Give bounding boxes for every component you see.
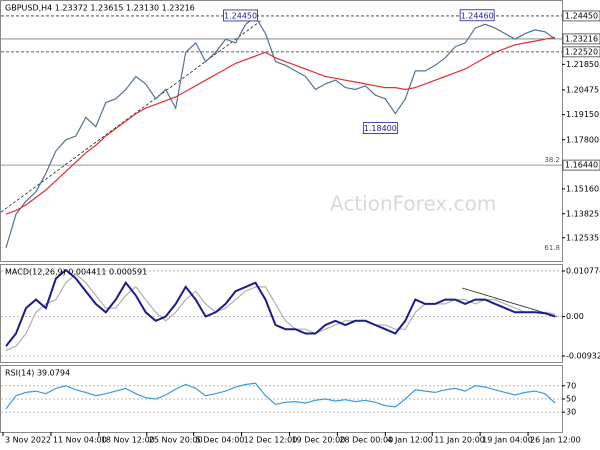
series-line [5, 16, 556, 248]
y-tick-label: 1.17800 [566, 135, 599, 144]
annotation-box [459, 9, 495, 22]
price-pane [0, 0, 563, 262]
level-label: 1.22520 [565, 47, 598, 56]
trendline [0, 20, 261, 213]
x-tick-label: 11 Nov 04:00 [53, 436, 107, 445]
x-tick-label: 5 Dec 04:00 [196, 436, 245, 445]
y-tick-label: 1.13825 [566, 209, 599, 218]
x-tick-label: 4 Jan 12:00 [387, 436, 433, 445]
x-tick-label: 28 Dec 00:00 [339, 436, 393, 445]
x-tick-label: 11 Jan 20:00 [434, 436, 485, 445]
annotation-label: 1.24450 [224, 11, 257, 20]
x-tick-label: 19 Jan 04:00 [482, 436, 533, 445]
watermark: ActionForex.com [330, 192, 496, 216]
series-line [5, 268, 556, 347]
y-tick-label: 1.19150 [566, 110, 599, 119]
y-tick-label: 1.12535 [566, 233, 599, 242]
macd-pane [0, 264, 563, 363]
annotation-box [362, 122, 398, 134]
level-label: 1.23216 [565, 34, 598, 43]
series-line [5, 273, 556, 351]
x-tick-label: 25 Nov 20:00 [149, 436, 203, 445]
level-label: 1.24450 [565, 11, 598, 20]
fib-label: 38.2 [544, 156, 560, 164]
annotation-label: 1.24460 [461, 11, 494, 20]
y-tick-label: 0.010774 [566, 266, 600, 275]
level-label: 1.16440 [565, 161, 598, 170]
pane-title: GBPUSD,H4 1.23372 1.23615 1.23130 1.2321… [5, 4, 195, 13]
series-line [5, 36, 556, 215]
series-line [5, 382, 556, 410]
x-tick-label: 3 Nov 2022 [5, 436, 51, 445]
y-tick-label: 0.00 [566, 312, 584, 321]
annotation-box [223, 9, 258, 22]
x-tick-label: 12 Dec 12:00 [244, 436, 298, 445]
y-tick-label: -0.009328 [566, 351, 600, 360]
y-tick-label: 1.21850 [566, 60, 599, 69]
pane-title: MACD(12,26,9) 0.004411 0.000591 [5, 268, 147, 277]
x-tick-label: 19 Dec 20:00 [291, 436, 345, 445]
x-tick-label: 26 Jan 12:00 [530, 436, 581, 445]
annotation-label: 1.18400 [364, 124, 397, 133]
y-tick-label: 50 [566, 395, 576, 404]
level-box [562, 159, 600, 171]
pane-title: RSI(14) 39.0794 [5, 369, 70, 378]
y-tick-label: 1.20475 [566, 85, 599, 94]
level-box [562, 46, 600, 58]
x-tick-label: 18 Nov 12:00 [101, 436, 155, 445]
level-box [562, 33, 600, 45]
fib-label: 61.8 [544, 244, 560, 252]
y-tick-label: 30 [566, 408, 576, 417]
y-tick-label: 70 [566, 381, 576, 390]
y-tick-label: 1.15160 [566, 184, 599, 193]
level-box [562, 10, 600, 22]
